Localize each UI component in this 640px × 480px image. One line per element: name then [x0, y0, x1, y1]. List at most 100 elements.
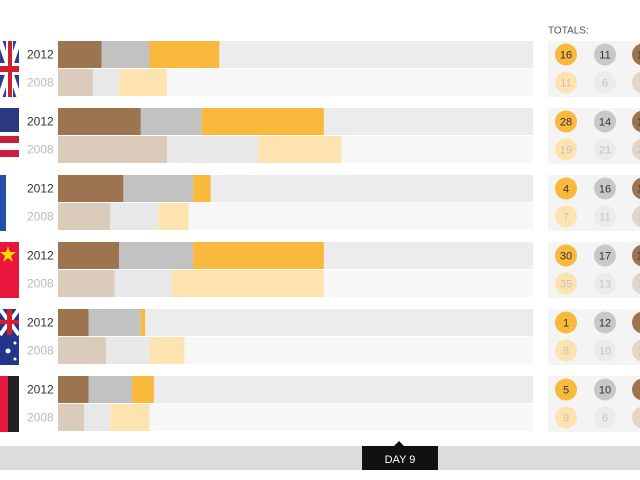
silver-total-circle: [594, 339, 616, 362]
gold-total: 30: [560, 250, 572, 262]
flag: [0, 157, 19, 164]
bronze-bar: [58, 41, 102, 68]
gold-bar: [193, 175, 211, 202]
bronze-bar: [58, 203, 111, 230]
silver-total: 14: [599, 116, 611, 128]
gold-total-circle: [555, 339, 577, 362]
year-label: 2008: [27, 411, 54, 425]
bronze-bar: [58, 108, 141, 135]
silver-total: 12: [599, 317, 611, 329]
bronze-total-circle: [632, 43, 640, 66]
gold-bar: [201, 108, 324, 135]
bronze-total: 19: [637, 116, 640, 128]
bronze-bar: [58, 242, 120, 269]
flag: [0, 150, 19, 157]
flag: [0, 175, 6, 231]
year-label: 2012: [27, 316, 54, 330]
silver-total-circle: [594, 311, 616, 334]
gold-total-circle: [555, 205, 577, 228]
bronze-total-circle: [632, 110, 640, 133]
silver-bar: [119, 242, 194, 269]
bronze-total: 11: [637, 345, 640, 357]
gold-total-circle: [555, 110, 577, 133]
silver-total: 6: [602, 412, 608, 424]
year-label: 2012: [27, 115, 54, 129]
gold-total-circle: [555, 71, 577, 94]
flag: [0, 136, 19, 143]
gold-total-circle: [555, 177, 577, 200]
gold-total-circle: [555, 272, 577, 295]
year-label: 2012: [27, 383, 54, 397]
year-label: 2012: [27, 48, 54, 62]
silver-bar: [110, 203, 159, 230]
silver-bar: [101, 41, 150, 68]
year-label: 2012: [27, 182, 54, 196]
gold-bar: [110, 404, 150, 431]
gold-bar: [149, 41, 220, 68]
gold-bar: [158, 203, 189, 230]
timeline-bar: [0, 446, 640, 470]
gold-total: 16: [560, 49, 572, 61]
silver-total-circle: [594, 110, 616, 133]
gold-bar: [132, 376, 154, 403]
silver-total-circle: [594, 205, 616, 228]
silver-total-circle: [594, 244, 616, 267]
silver-total: 10: [599, 345, 611, 357]
bronze-bar: [58, 404, 85, 431]
flag: [0, 143, 19, 150]
bronze-total-circle: [632, 311, 640, 334]
bronze-total-circle: [632, 378, 640, 401]
bronze-total: 25: [637, 144, 640, 156]
flag: [0, 242, 19, 298]
gold-total: 19: [560, 144, 572, 156]
flag: [13, 341, 17, 345]
gold-total-circle: [555, 138, 577, 161]
bronze-bar: [58, 136, 167, 163]
gold-bar: [119, 69, 167, 96]
day-tab[interactable]: [362, 446, 438, 470]
silver-total: 16: [599, 183, 611, 195]
silver-bar: [105, 337, 150, 364]
gold-bar: [258, 136, 342, 163]
silver-total: 17: [599, 250, 611, 262]
flag: [13, 357, 17, 361]
flag: [8, 376, 19, 432]
silver-bar: [88, 376, 133, 403]
flag: [8, 41, 12, 97]
year-label: 2008: [27, 210, 54, 224]
silver-total-circle: [594, 43, 616, 66]
flag: [5, 348, 11, 354]
gold-total: 5: [563, 384, 569, 396]
silver-total: 11: [599, 49, 610, 61]
bronze-total: 13: [637, 278, 640, 290]
bronze-bar: [58, 376, 89, 403]
silver-total-circle: [594, 378, 616, 401]
year-label: 2008: [27, 344, 54, 358]
silver-bar: [88, 309, 141, 336]
flag: [0, 108, 19, 132]
gold-total: 4: [563, 183, 569, 195]
silver-total: 11: [599, 211, 610, 223]
gold-total-circle: [555, 378, 577, 401]
silver-total-circle: [594, 138, 616, 161]
bronze-total-circle: [632, 205, 640, 228]
silver-bar: [140, 108, 202, 135]
totals-header: TOTALS:: [548, 26, 589, 37]
day-pointer: [394, 441, 404, 446]
year-label: 2008: [27, 76, 54, 90]
bronze-total-circle: [632, 71, 640, 94]
silver-total-circle: [594, 406, 616, 429]
day-label: DAY 9: [385, 454, 416, 466]
gold-total: 7: [563, 211, 569, 223]
bronze-total-circle: [632, 406, 640, 429]
silver-bar: [92, 69, 120, 96]
gold-total: 35: [560, 278, 572, 290]
flag: [0, 376, 8, 432]
gold-bar: [171, 270, 324, 297]
flag: [0, 129, 19, 136]
gold-total: 28: [560, 116, 572, 128]
silver-total: 10: [599, 384, 611, 396]
bronze-bar: [58, 270, 115, 297]
bronze-bar: [58, 69, 93, 96]
